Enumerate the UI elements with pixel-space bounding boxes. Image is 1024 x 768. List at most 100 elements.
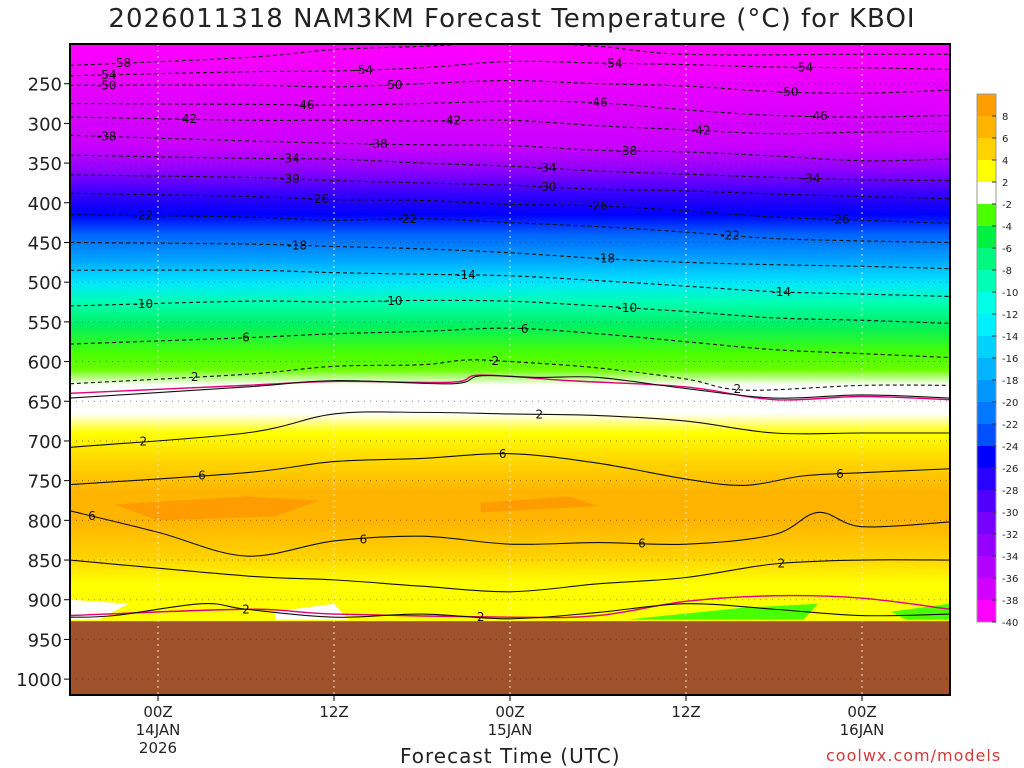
colorbar-label: -14	[1002, 332, 1018, 343]
warm-pocket	[480, 496, 598, 513]
isotherm-label: -18	[596, 252, 616, 266]
colorbar-label: -6	[1002, 244, 1012, 255]
isotherm-label: -38	[97, 129, 117, 143]
isotherm-line	[70, 375, 950, 399]
colorbar-swatch	[977, 138, 996, 160]
y-tick-label: 750	[28, 472, 62, 493]
isotherm-label: -10	[134, 297, 154, 311]
y-tick-label: 600	[28, 353, 62, 374]
colorbar-swatch	[977, 446, 996, 468]
y-tick-label: 350	[28, 154, 62, 175]
isotherm-label: -54	[603, 56, 623, 70]
y-tick-label: 400	[28, 194, 62, 215]
colorbar-label: -26	[1002, 464, 1018, 475]
colorbar-swatch	[977, 182, 996, 204]
isotherm-label: -26	[588, 199, 608, 213]
isotherm-label: -10	[383, 294, 403, 308]
isotherm-label: -42	[442, 114, 462, 128]
isotherm-label: 2	[778, 557, 786, 571]
isotherm-line	[70, 44, 950, 66]
isotherm-label: -34	[280, 152, 300, 166]
colorbar-label: 2	[1002, 178, 1008, 189]
isotherm-label: -22	[720, 228, 740, 242]
isotherm-label: 6	[499, 447, 507, 461]
isotherm-label: 2	[734, 382, 742, 396]
colorbar-swatch	[977, 94, 996, 116]
isotherm-label: -22	[398, 212, 418, 226]
isotherm-label: 6	[198, 469, 206, 483]
colorbar-label: -12	[1002, 310, 1018, 321]
colorbar-swatch	[977, 556, 996, 578]
x-tick-date: 16JAN	[840, 721, 885, 739]
isotherm-label: -54	[794, 60, 814, 74]
colorbar-label: -30	[1002, 508, 1018, 519]
isotherm-label: 2	[140, 434, 148, 448]
y-tick-label: 250	[28, 75, 62, 96]
colorbar-swatch	[977, 226, 996, 248]
isotherm-line	[70, 134, 950, 162]
isotherm-line	[70, 60, 950, 77]
colorbar-label: -38	[1002, 596, 1018, 607]
y-tick-label: 500	[28, 273, 62, 294]
y-tick-label: 950	[28, 630, 62, 651]
colorbar-label: -8	[1002, 266, 1012, 277]
x-tick-year: 2026	[139, 739, 177, 757]
isotherm-label: 2	[492, 354, 500, 368]
y-tick-label: 550	[28, 313, 62, 334]
colorbar-swatch	[977, 204, 996, 226]
x-tick-label: 00Z	[495, 703, 524, 721]
credit-link[interactable]: coolwx.com/models	[826, 746, 1002, 765]
y-tick-label: 300	[28, 114, 62, 135]
isotherm-label: -22	[134, 209, 154, 223]
isotherm-label: -42	[691, 123, 711, 137]
colorbar-label: -18	[1002, 376, 1018, 387]
y-axis: 250 300 350 400 450 500 550 600 650 700 750 800 850 9…	[16, 75, 70, 691]
x-axis-label: Forecast Time (UTC)	[400, 744, 621, 768]
x-tick-date: 14JAN	[136, 721, 181, 739]
colorbar-swatch	[977, 424, 996, 446]
colorbar-swatch	[977, 270, 996, 292]
isotherm-label: -14	[456, 268, 476, 282]
isotherm-label: -58	[112, 56, 132, 70]
y-tick-label: 450	[28, 233, 62, 254]
colorbar-label: -10	[1002, 288, 1018, 299]
plot-layers: -58-54 -54 -54 -54-50 -50-50-46 -46-46-42 -42-…	[70, 44, 950, 695]
warm-pocket	[114, 496, 320, 521]
y-tick-label: 850	[28, 551, 62, 572]
isotherm-label: -10	[618, 301, 638, 315]
colorbar-label: -2	[1002, 200, 1012, 211]
x-tick-label: 00Z	[143, 703, 172, 721]
isotherm-label: -50	[383, 78, 403, 92]
isotherm-line	[70, 559, 950, 593]
isotherm-label: -30	[280, 172, 300, 186]
isotherm-line	[70, 100, 950, 118]
colorbar-swatch	[977, 512, 996, 534]
isotherm-label: 6	[360, 532, 368, 546]
colorbar-label: -22	[1002, 420, 1018, 431]
y-tick-label: 700	[28, 432, 62, 453]
y-tick-label: 1000	[16, 670, 62, 691]
colorbar-swatch	[977, 292, 996, 314]
colorbar-label: -36	[1002, 574, 1018, 585]
isotherm-line	[70, 299, 950, 325]
white-pocket	[275, 603, 349, 620]
isotherm-label: 2	[242, 602, 250, 616]
colorbar-swatch	[977, 336, 996, 358]
isotherm-label: -46	[808, 109, 828, 123]
isotherm-label: -30	[537, 180, 557, 194]
colorbar-swatch	[977, 578, 996, 600]
isotherm-line	[70, 510, 950, 557]
colorbar-swatch	[977, 358, 996, 380]
isotherm-line	[70, 154, 950, 182]
isotherm-label: -46	[295, 98, 315, 112]
colorbar-swatch	[977, 248, 996, 270]
y-tick-label: 900	[28, 591, 62, 612]
isotherm-label: -38	[618, 144, 638, 158]
colorbar-label: 8	[1002, 112, 1008, 123]
colorbar-label: -16	[1002, 354, 1018, 365]
isotherm-label: 6	[242, 331, 250, 345]
isotherm-line	[70, 214, 950, 244]
isotherm-label: 6	[88, 509, 96, 523]
colorbar-label: 6	[1002, 134, 1008, 145]
